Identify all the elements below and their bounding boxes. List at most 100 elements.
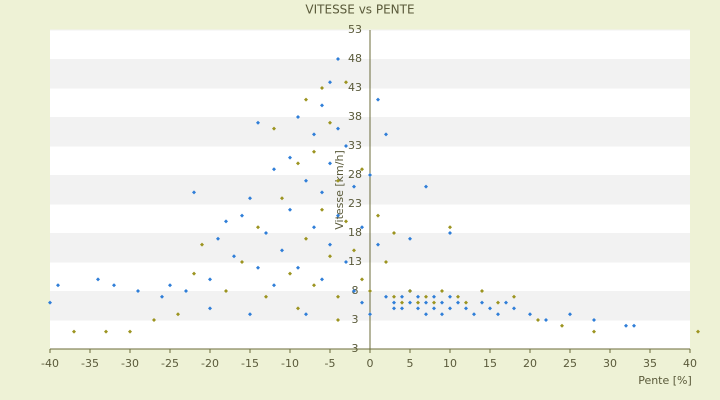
y-tick-label: 23 [348, 197, 362, 210]
point [352, 184, 356, 189]
x-tick-label: -15 [241, 357, 259, 370]
point [376, 97, 380, 102]
point [392, 306, 396, 311]
point [392, 294, 396, 299]
x-tick-label: 10 [443, 357, 457, 370]
point [376, 213, 380, 218]
x-tick-label: 25 [563, 357, 577, 370]
point [272, 167, 276, 172]
point [272, 283, 276, 288]
point [440, 289, 444, 293]
point [592, 329, 596, 334]
point [448, 306, 452, 311]
point [568, 312, 572, 317]
point [312, 225, 316, 230]
x-tick-label: -10 [281, 357, 299, 370]
point [272, 126, 276, 131]
point [264, 294, 268, 299]
y-tick-label: 43 [348, 81, 362, 94]
point [456, 300, 460, 305]
point [360, 277, 364, 282]
point [536, 318, 540, 322]
point [432, 300, 436, 305]
point [192, 190, 196, 195]
point [208, 306, 212, 311]
point [432, 294, 436, 299]
point [592, 318, 596, 322]
point [368, 173, 372, 177]
x-tick-label: -40 [41, 357, 59, 370]
x-tick-label: 30 [603, 357, 617, 370]
point [328, 80, 332, 85]
point [336, 318, 340, 322]
point [368, 289, 372, 293]
point [248, 196, 252, 201]
point [248, 312, 252, 317]
y-tick-label: 48 [348, 52, 362, 65]
point [96, 277, 100, 282]
x-tick-label: -20 [201, 357, 219, 370]
point [72, 329, 76, 334]
point [360, 167, 364, 172]
point [352, 248, 356, 253]
chart-title: VITESSE vs PENTE [305, 3, 414, 17]
point [224, 219, 228, 224]
point [512, 294, 516, 299]
point [424, 312, 428, 317]
point [384, 132, 388, 137]
x-tick-label: 15 [483, 357, 497, 370]
point [264, 231, 268, 235]
y-tick-label: 33 [348, 139, 362, 152]
point [320, 103, 324, 108]
point [400, 294, 404, 299]
point [176, 312, 180, 317]
point [560, 323, 564, 328]
point [384, 294, 388, 299]
point [416, 294, 420, 299]
point [448, 231, 452, 235]
point [296, 306, 300, 311]
point [320, 86, 324, 90]
point [392, 231, 396, 235]
point [320, 190, 324, 195]
point [288, 207, 292, 212]
point [344, 219, 348, 224]
point [472, 312, 476, 317]
x-tick-label: -30 [121, 357, 139, 370]
point [632, 323, 636, 328]
point [528, 312, 532, 317]
point [256, 120, 260, 125]
point [336, 57, 340, 61]
point [256, 225, 260, 230]
point [432, 306, 436, 311]
y-tick-label: 53 [348, 23, 362, 36]
x-tick-label: -35 [81, 357, 99, 370]
point [464, 306, 468, 311]
point [192, 271, 196, 276]
point [400, 306, 404, 311]
point [320, 277, 324, 282]
point [336, 126, 340, 131]
x-tick-label: 40 [683, 357, 697, 370]
point [344, 80, 348, 85]
x-tick-label: 35 [643, 357, 657, 370]
point [480, 289, 484, 293]
point [56, 283, 60, 288]
point [112, 283, 116, 288]
y-tick-label: 18 [348, 226, 362, 239]
x-tick-label: 5 [407, 357, 414, 370]
x-tick-label: -5 [325, 357, 336, 370]
point [496, 300, 500, 305]
point [128, 329, 132, 334]
point [328, 161, 332, 166]
point [424, 294, 428, 299]
point [168, 283, 172, 288]
point [440, 300, 444, 305]
point [344, 260, 348, 264]
point [200, 242, 204, 247]
point [464, 300, 468, 305]
x-axis-title: Pente [%] [638, 374, 692, 387]
point [320, 207, 324, 212]
point [408, 289, 412, 293]
